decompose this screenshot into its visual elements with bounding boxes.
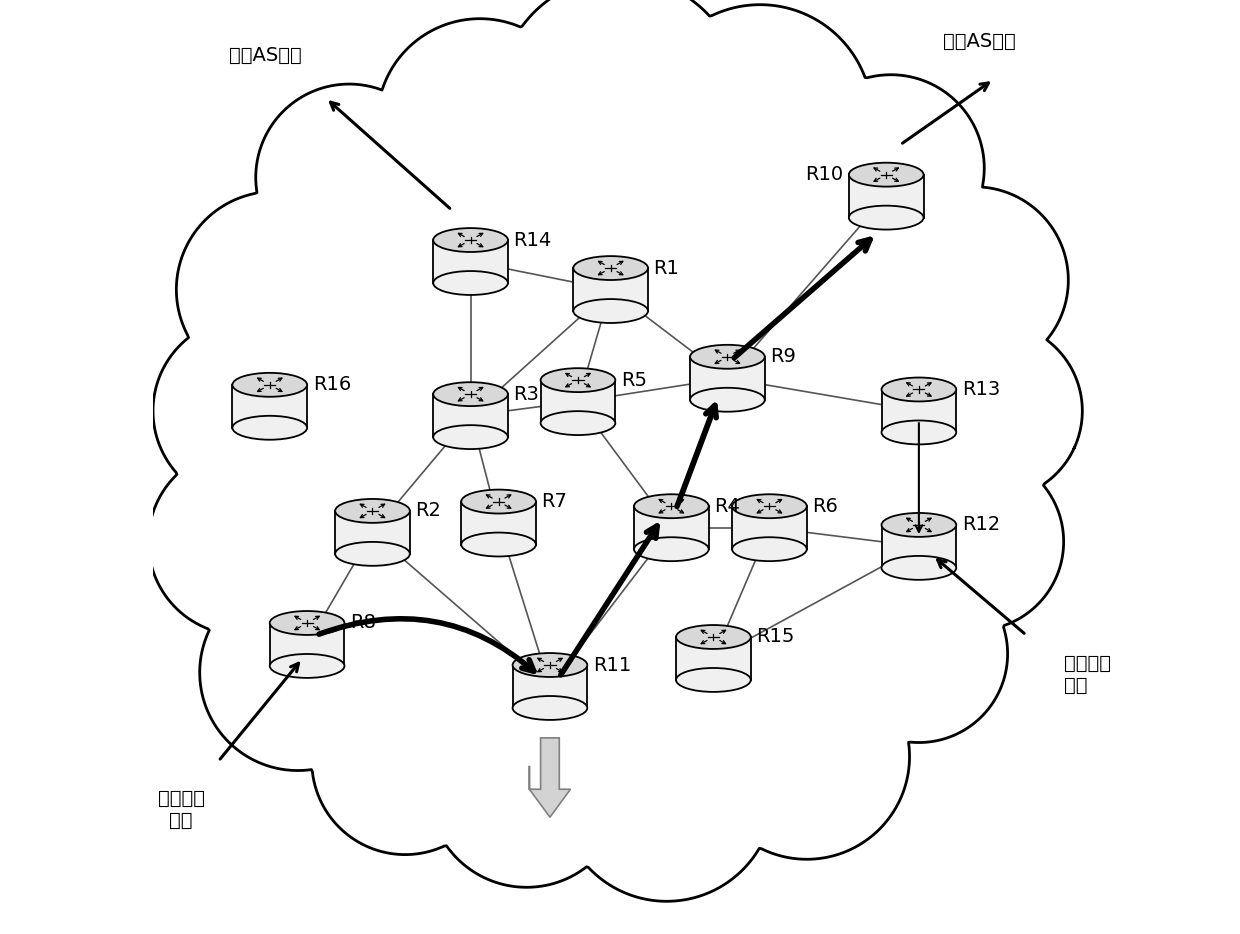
Ellipse shape	[512, 696, 588, 720]
Ellipse shape	[270, 611, 345, 635]
Text: R15: R15	[756, 628, 795, 646]
Polygon shape	[676, 637, 750, 680]
Text: R3: R3	[513, 385, 539, 403]
Ellipse shape	[433, 228, 508, 252]
Ellipse shape	[634, 537, 709, 561]
Text: R2: R2	[415, 502, 441, 520]
Text: R10: R10	[805, 165, 843, 184]
Polygon shape	[689, 357, 765, 400]
Ellipse shape	[461, 532, 536, 557]
Ellipse shape	[232, 373, 308, 397]
Text: 内部AS链路: 内部AS链路	[944, 33, 1016, 51]
Polygon shape	[433, 240, 508, 283]
Polygon shape	[732, 506, 807, 549]
Text: 内容请求
消息: 内容请求 消息	[157, 789, 205, 830]
Text: R4: R4	[714, 497, 740, 516]
Text: R1: R1	[653, 259, 680, 277]
Polygon shape	[433, 394, 508, 437]
Ellipse shape	[732, 537, 807, 561]
Ellipse shape	[573, 299, 649, 323]
Polygon shape	[335, 511, 410, 554]
Polygon shape	[529, 738, 570, 817]
Polygon shape	[882, 389, 956, 432]
Text: R6: R6	[812, 497, 838, 516]
Ellipse shape	[882, 513, 956, 537]
Ellipse shape	[573, 256, 649, 280]
Text: R7: R7	[542, 492, 568, 511]
Ellipse shape	[689, 388, 765, 412]
Polygon shape	[232, 385, 308, 428]
Polygon shape	[461, 502, 536, 545]
Ellipse shape	[512, 653, 588, 677]
Ellipse shape	[461, 489, 536, 514]
Ellipse shape	[433, 271, 508, 295]
Polygon shape	[149, 0, 1083, 901]
Polygon shape	[849, 175, 924, 218]
Ellipse shape	[882, 420, 956, 445]
Text: R12: R12	[962, 516, 1001, 534]
Text: R11: R11	[593, 656, 631, 674]
Ellipse shape	[849, 205, 924, 230]
Text: R14: R14	[513, 231, 552, 249]
Polygon shape	[270, 623, 345, 666]
Ellipse shape	[433, 382, 508, 406]
Ellipse shape	[689, 345, 765, 369]
Ellipse shape	[882, 556, 956, 580]
Ellipse shape	[634, 494, 709, 518]
Text: R9: R9	[770, 347, 796, 366]
Text: R13: R13	[962, 380, 1001, 399]
Ellipse shape	[676, 668, 750, 692]
Polygon shape	[882, 525, 956, 568]
Polygon shape	[512, 665, 588, 708]
Ellipse shape	[882, 377, 956, 402]
Text: R5: R5	[621, 371, 647, 389]
Ellipse shape	[849, 163, 924, 187]
Ellipse shape	[270, 654, 345, 678]
Ellipse shape	[433, 425, 508, 449]
Text: 内部AS链路: 内部AS链路	[228, 47, 301, 65]
Ellipse shape	[732, 494, 807, 518]
Polygon shape	[634, 506, 709, 549]
Text: R8: R8	[350, 614, 376, 632]
Text: R16: R16	[312, 375, 351, 394]
Ellipse shape	[541, 368, 615, 392]
Polygon shape	[541, 380, 615, 423]
Ellipse shape	[676, 625, 750, 649]
Ellipse shape	[335, 542, 410, 566]
Ellipse shape	[541, 411, 615, 435]
Ellipse shape	[232, 416, 308, 440]
Ellipse shape	[335, 499, 410, 523]
Text: 内容请求
消息: 内容请求 消息	[1064, 654, 1111, 695]
Polygon shape	[573, 268, 649, 311]
